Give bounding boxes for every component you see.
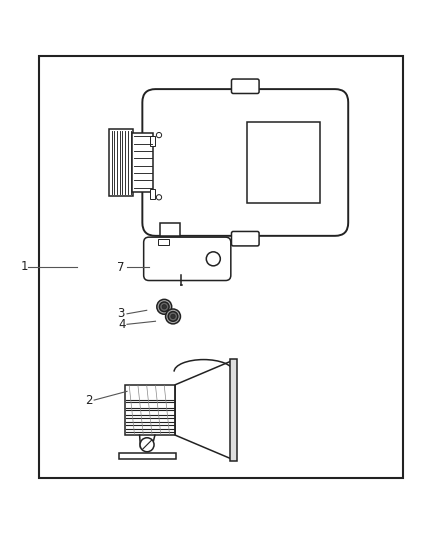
FancyBboxPatch shape xyxy=(231,79,259,93)
Bar xyxy=(158,239,169,245)
Bar xyxy=(119,453,176,459)
Polygon shape xyxy=(175,361,232,459)
Bar xyxy=(125,385,175,435)
Bar xyxy=(132,133,153,192)
Circle shape xyxy=(156,195,162,200)
Circle shape xyxy=(157,300,172,314)
FancyBboxPatch shape xyxy=(231,231,259,246)
Text: 3: 3 xyxy=(117,308,125,320)
FancyBboxPatch shape xyxy=(144,237,231,280)
Text: 4: 4 xyxy=(118,318,126,331)
Circle shape xyxy=(159,302,169,312)
Bar xyxy=(150,136,155,146)
Bar xyxy=(150,189,155,199)
Circle shape xyxy=(156,133,162,138)
Circle shape xyxy=(206,252,220,266)
Circle shape xyxy=(162,304,166,309)
Text: 1: 1 xyxy=(21,260,28,273)
Text: 7: 7 xyxy=(117,261,125,274)
Bar xyxy=(109,128,133,197)
Bar xyxy=(39,56,403,478)
Circle shape xyxy=(166,309,180,324)
Circle shape xyxy=(140,438,154,452)
Bar xyxy=(230,359,237,461)
Circle shape xyxy=(168,312,178,321)
Circle shape xyxy=(171,314,175,319)
Text: 2: 2 xyxy=(85,393,93,407)
FancyBboxPatch shape xyxy=(142,89,348,236)
Bar xyxy=(160,223,180,236)
Bar xyxy=(247,122,320,203)
